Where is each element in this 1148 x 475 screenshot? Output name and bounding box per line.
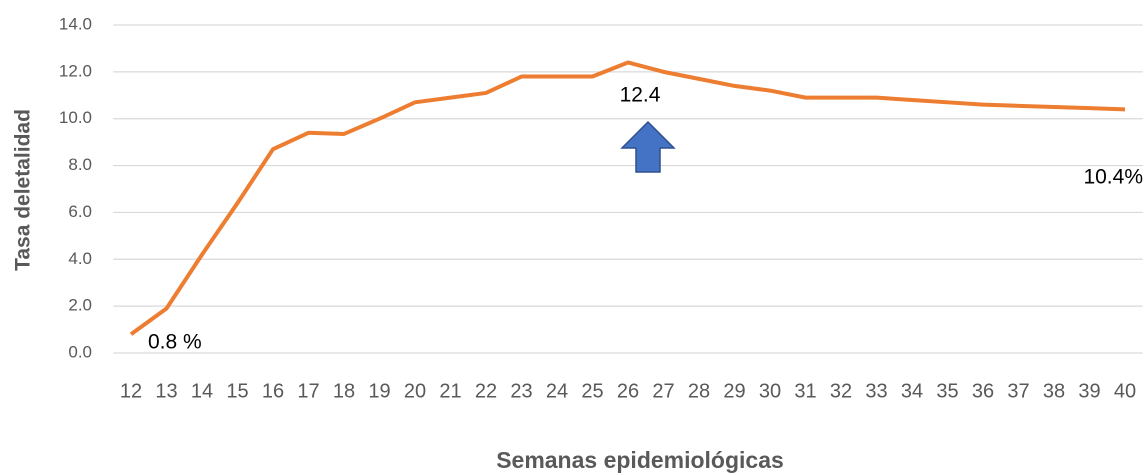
x-tick-label: 38 xyxy=(1043,380,1065,402)
x-tick-label: 22 xyxy=(475,380,497,402)
x-tick-label: 32 xyxy=(830,380,852,402)
x-tick-label: 34 xyxy=(901,380,923,402)
x-tick-label: 19 xyxy=(368,380,390,402)
x-tick-label: 23 xyxy=(510,380,532,402)
x-tick-label: 27 xyxy=(652,380,674,402)
x-tick-label: 24 xyxy=(546,380,568,402)
y-tick-label: 10.0 xyxy=(59,108,92,127)
annotation: 12.4 xyxy=(620,84,661,107)
x-tick-label: 30 xyxy=(759,380,781,402)
annotation: 0.8 % xyxy=(148,331,202,354)
x-tick-label: 40 xyxy=(1114,380,1136,402)
y-tick-label: 12.0 xyxy=(59,61,92,80)
x-tick-label: 35 xyxy=(936,380,958,402)
annotation: 10.4% xyxy=(1083,166,1143,189)
y-tick-label: 8.0 xyxy=(68,155,92,174)
y-axis-title: Tasa deletalidad xyxy=(12,109,35,271)
x-tick-label: 36 xyxy=(972,380,994,402)
y-tick-label: 6.0 xyxy=(68,202,92,221)
x-tick-label: 28 xyxy=(688,380,710,402)
x-tick-label: 17 xyxy=(297,380,319,402)
y-tick-label: 0.0 xyxy=(68,342,92,361)
x-tick-label: 29 xyxy=(723,380,745,402)
x-tick-label: 21 xyxy=(439,380,461,402)
y-tick-label: 14.0 xyxy=(59,14,92,33)
x-tick-label: 16 xyxy=(262,380,284,402)
x-tick-label: 15 xyxy=(226,380,248,402)
x-tick-label: 25 xyxy=(581,380,603,402)
line-series xyxy=(129,60,1126,336)
arrow xyxy=(620,120,676,173)
x-tick-label: 39 xyxy=(1078,380,1100,402)
x-tick-label: 14 xyxy=(191,380,213,402)
x-tick-label: 20 xyxy=(404,380,426,402)
x-tick-label: 31 xyxy=(794,380,816,402)
x-axis-title: Semanas epidemiológicas xyxy=(496,447,784,473)
x-tick-label: 18 xyxy=(333,380,355,402)
x-tick-label: 26 xyxy=(617,380,639,402)
y-tick-label: 2.0 xyxy=(68,296,92,315)
x-tick-label: 13 xyxy=(155,380,177,402)
y-tick-label: 4.0 xyxy=(68,249,92,268)
x-tick-label: 12 xyxy=(120,380,142,402)
x-tick-label: 37 xyxy=(1007,380,1029,402)
x-tick-label: 33 xyxy=(865,380,887,402)
